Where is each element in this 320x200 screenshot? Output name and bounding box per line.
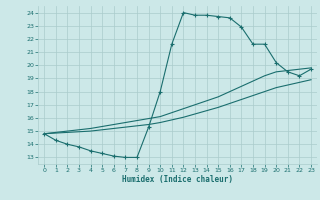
X-axis label: Humidex (Indice chaleur): Humidex (Indice chaleur) bbox=[122, 175, 233, 184]
